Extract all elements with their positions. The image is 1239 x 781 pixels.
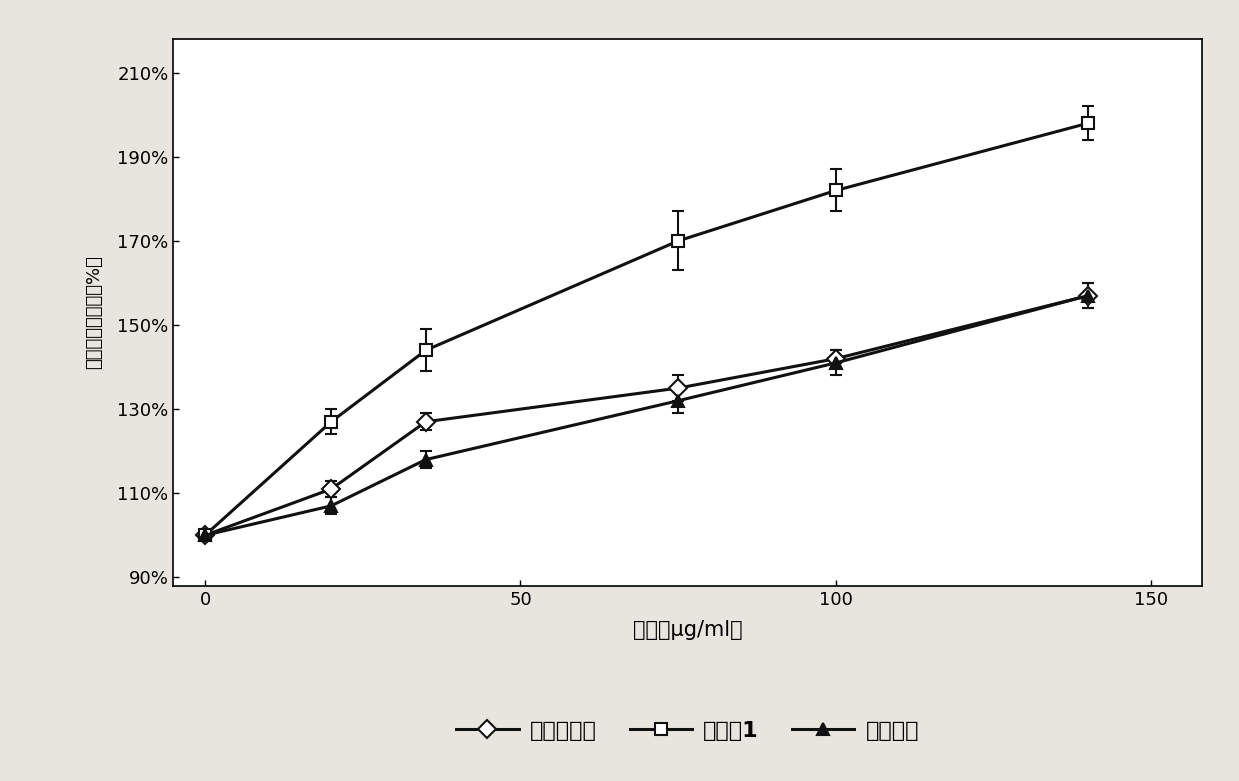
Legend: 市售注射剂, 实施例1, 普通胶束: 市售注射剂, 实施例1, 普通胶束	[447, 711, 928, 750]
X-axis label: 浓度（μg/ml）: 浓度（μg/ml）	[633, 619, 742, 640]
Y-axis label: 延长时间百分比（%）: 延长时间百分比（%）	[85, 255, 104, 369]
